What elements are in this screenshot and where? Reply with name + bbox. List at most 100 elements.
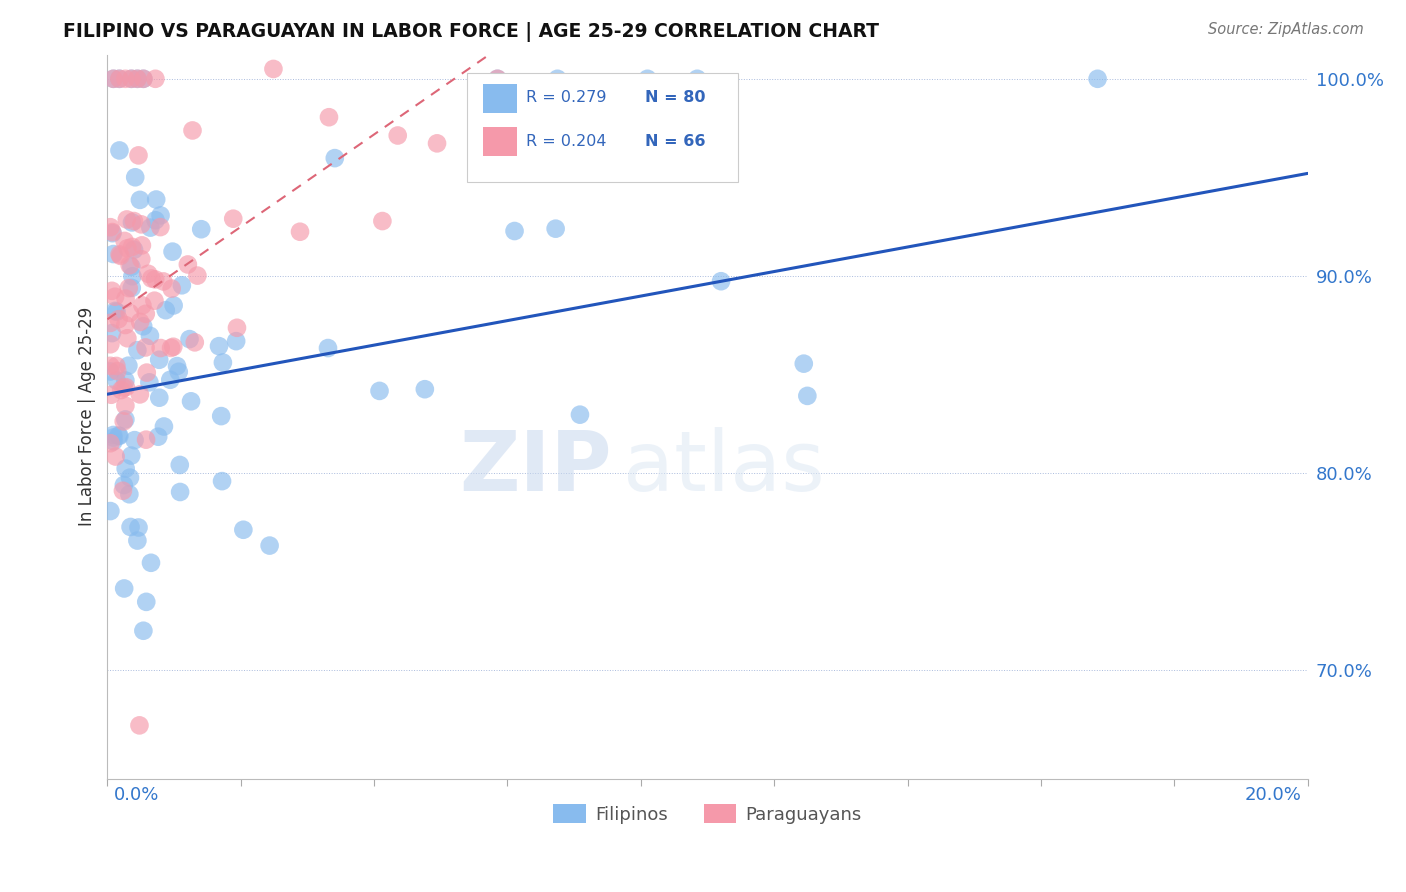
Point [503,224,526,238]
Point [148,430,170,444]
Point [100,337,122,351]
Point [149,208,172,222]
Point [166,359,188,373]
Point [114,71,136,86]
Point [135,595,157,609]
Point [114,412,136,426]
Point [118,281,141,295]
Point [135,366,157,380]
Legend: Filipinos, Paraguayans: Filipinos, Paraguayans [546,797,869,831]
Point [177,257,200,271]
Point [117,331,139,345]
Point [136,267,159,281]
Point [100,220,122,235]
Point [112,582,135,596]
Point [129,252,152,267]
Point [169,485,191,500]
Point [623,95,645,110]
Point [143,293,166,308]
Point [132,624,155,638]
Point [211,474,233,488]
Point [101,326,124,340]
Point [121,281,143,295]
Point [155,303,177,318]
Text: R = 0.279: R = 0.279 [526,90,607,105]
Point [135,341,157,355]
Point [139,328,162,343]
Point [163,298,186,312]
Text: R = 0.204: R = 0.204 [526,134,607,149]
Text: atlas: atlas [623,427,825,508]
Point [262,62,284,76]
Point [108,71,131,86]
Point [145,193,167,207]
Point [120,71,142,86]
Point [117,359,139,373]
Text: FILIPINO VS PARAGUAYAN IN LABOR FORCE | AGE 25-29 CORRELATION CHART: FILIPINO VS PARAGUAYAN IN LABOR FORCE | … [63,22,879,42]
Point [108,429,131,443]
Point [208,339,231,353]
Point [114,374,136,388]
Point [117,241,139,255]
Point [121,269,143,284]
Point [132,319,155,334]
Point [132,71,155,86]
Point [103,428,125,442]
Point [124,433,146,447]
Point [112,414,135,428]
Point [127,71,149,86]
Point [121,215,143,229]
Point [162,340,184,354]
Point [486,71,509,86]
Point [149,220,172,235]
Point [128,148,150,162]
Point [112,381,135,395]
Point [104,303,127,318]
Point [121,240,143,254]
Point [114,399,136,413]
Point [127,343,149,358]
Point [793,357,815,371]
Point [162,244,184,259]
Point [1087,71,1109,86]
Point [100,388,122,402]
FancyBboxPatch shape [484,84,516,113]
Point [104,290,127,304]
FancyBboxPatch shape [484,128,516,156]
Point [120,260,142,274]
Point [100,364,122,378]
Point [111,483,134,498]
Text: 0.0%: 0.0% [114,787,159,805]
Point [120,520,142,534]
Point [148,352,170,367]
Y-axis label: In Labor Force | Age 25-29: In Labor Force | Age 25-29 [79,307,96,526]
Point [110,249,132,263]
Point [105,374,128,388]
Point [108,71,131,86]
Point [105,364,128,378]
Point [179,332,201,346]
Point [108,247,131,261]
Point [145,213,167,227]
Point [226,320,249,334]
Point [181,123,204,137]
Point [120,71,142,86]
Point [100,436,122,450]
Point [128,520,150,534]
Point [160,282,183,296]
Point [546,71,568,86]
Point [103,430,125,444]
Point [122,243,145,257]
Point [796,389,818,403]
Point [426,136,449,151]
Text: ZIP: ZIP [458,427,612,508]
Point [104,450,127,464]
Point [118,306,141,320]
Point [128,387,150,401]
Point [110,383,132,397]
Point [544,221,567,235]
Point [413,382,436,396]
Text: Source: ZipAtlas.com: Source: ZipAtlas.com [1208,22,1364,37]
Point [114,292,136,306]
Point [118,470,141,484]
